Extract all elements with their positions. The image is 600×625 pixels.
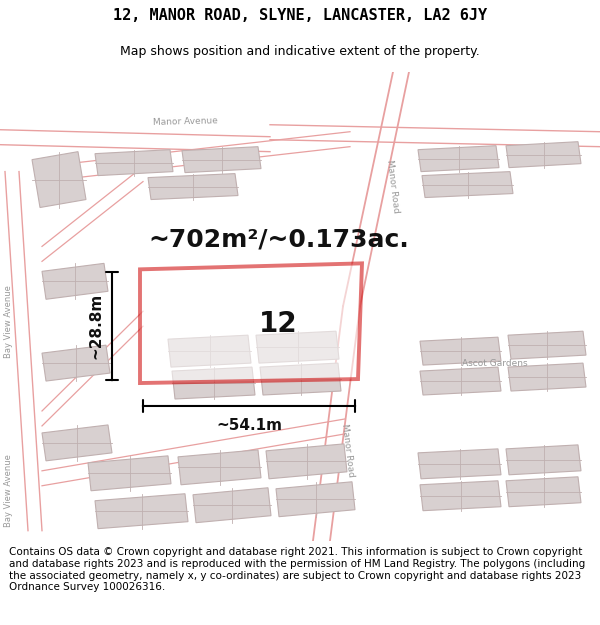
Text: Contains OS data © Crown copyright and database right 2021. This information is : Contains OS data © Crown copyright and d… (9, 548, 585, 592)
Text: Manor Road: Manor Road (385, 159, 401, 214)
Polygon shape (182, 147, 261, 173)
Polygon shape (420, 337, 501, 365)
Text: ~28.8m: ~28.8m (89, 293, 104, 359)
Polygon shape (148, 174, 238, 199)
Polygon shape (420, 367, 501, 395)
Text: Manor Avenue: Manor Avenue (152, 116, 218, 127)
Text: Bay View Avenue: Bay View Avenue (4, 285, 14, 357)
Polygon shape (506, 142, 581, 168)
Polygon shape (256, 331, 339, 363)
Polygon shape (140, 263, 362, 383)
Polygon shape (95, 494, 188, 529)
Polygon shape (172, 367, 255, 399)
Polygon shape (508, 331, 586, 359)
Text: ~702m²/~0.173ac.: ~702m²/~0.173ac. (148, 228, 409, 251)
Text: Manor Road: Manor Road (340, 424, 356, 478)
Polygon shape (42, 425, 112, 461)
Polygon shape (418, 449, 501, 479)
Text: 12: 12 (259, 310, 298, 338)
Polygon shape (260, 363, 341, 395)
Text: Map shows position and indicative extent of the property.: Map shows position and indicative extent… (120, 45, 480, 58)
Text: ~54.1m: ~54.1m (216, 418, 282, 433)
Polygon shape (42, 263, 108, 299)
Polygon shape (506, 477, 581, 507)
Polygon shape (168, 335, 251, 367)
Polygon shape (88, 456, 171, 491)
Polygon shape (422, 172, 513, 198)
Polygon shape (266, 444, 347, 479)
Polygon shape (418, 146, 499, 172)
Polygon shape (420, 481, 501, 511)
Polygon shape (506, 445, 581, 475)
Text: 12, MANOR ROAD, SLYNE, LANCASTER, LA2 6JY: 12, MANOR ROAD, SLYNE, LANCASTER, LA2 6J… (113, 8, 487, 23)
Text: Bay View Avenue: Bay View Avenue (4, 454, 14, 528)
Polygon shape (178, 450, 261, 485)
Text: Ascot Gardens: Ascot Gardens (462, 359, 528, 368)
Polygon shape (95, 149, 173, 176)
Polygon shape (32, 152, 86, 208)
Polygon shape (508, 363, 586, 391)
Polygon shape (193, 488, 271, 522)
Polygon shape (42, 345, 110, 381)
Polygon shape (276, 482, 355, 517)
